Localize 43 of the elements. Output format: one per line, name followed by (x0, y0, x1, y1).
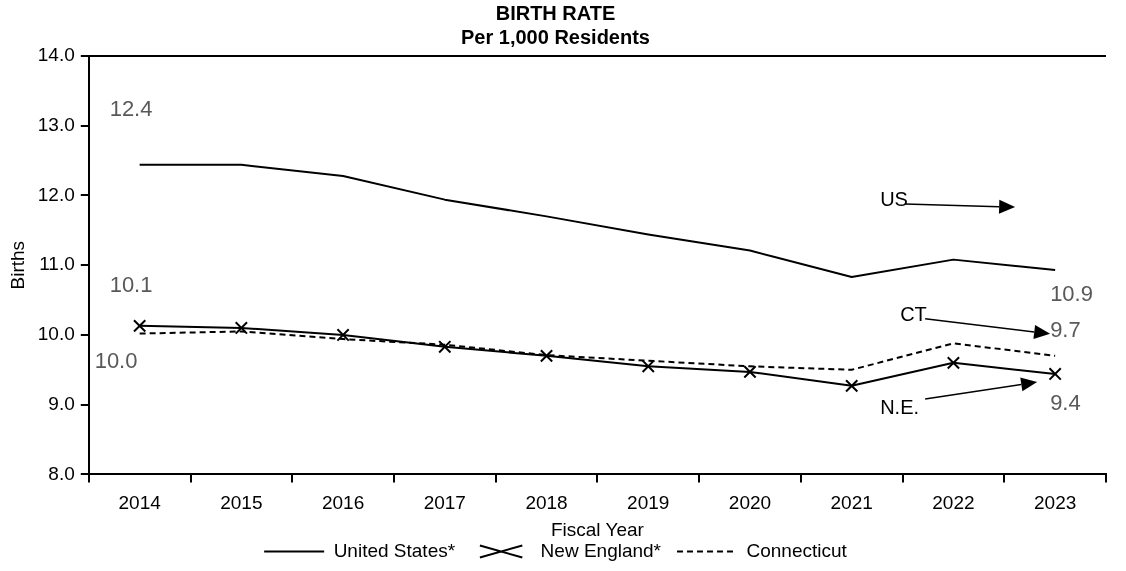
point (946, 356, 961, 370)
annotation: US (880, 187, 908, 210)
x-tick-label: 2021 (830, 492, 873, 514)
data-label: 10.1 (109, 271, 153, 297)
point (438, 340, 452, 354)
data-label: 12.4 (109, 95, 153, 121)
data-label: 9.4 (1050, 390, 1081, 416)
x-tick-label: 2022 (932, 492, 975, 514)
point (132, 319, 147, 333)
point (539, 349, 554, 363)
y-tick-label: 8.0 (48, 462, 75, 484)
chart-title: BIRTH RATE (495, 1, 616, 24)
annotation: CT (900, 303, 927, 326)
x-axis-title: Fiscal Year (550, 518, 645, 540)
annotation: N.E. (880, 396, 920, 419)
data-label: 10.9 (1050, 281, 1093, 307)
x-tick-label: 2016 (321, 492, 365, 514)
point (743, 365, 757, 379)
point (1048, 367, 1062, 381)
y-tick-label: 14.0 (37, 44, 75, 66)
x-tick-label: 2020 (728, 492, 772, 514)
x-tick-label: 2018 (525, 492, 568, 514)
y-tick-label: 9.0 (48, 392, 75, 414)
data-label: 9.7 (1050, 316, 1081, 342)
x-tick-label: 2019 (627, 492, 670, 514)
y-tick-label: 13.0 (37, 113, 75, 135)
legend-label: Connecticut (746, 539, 848, 561)
x-tick-label: 2014 (118, 492, 162, 514)
point (234, 321, 249, 335)
y-tick-label: 12.0 (37, 183, 75, 205)
x-tick-label: 2015 (220, 492, 263, 514)
point (845, 379, 859, 393)
point (336, 328, 350, 342)
y-tick-label: 10.0 (37, 323, 75, 345)
y-tick-label: 11.0 (39, 253, 75, 275)
y-axis-title: Births (6, 240, 28, 290)
legend-label: United States* (333, 539, 456, 561)
x-tick-label: 2017 (423, 492, 466, 514)
data-label: 10.0 (94, 347, 138, 373)
chart-subtitle: Per 1,000 Residents (461, 25, 650, 48)
legend-label: New England* (540, 539, 662, 561)
x-tick-label: 2023 (1034, 492, 1077, 514)
point (641, 359, 655, 373)
